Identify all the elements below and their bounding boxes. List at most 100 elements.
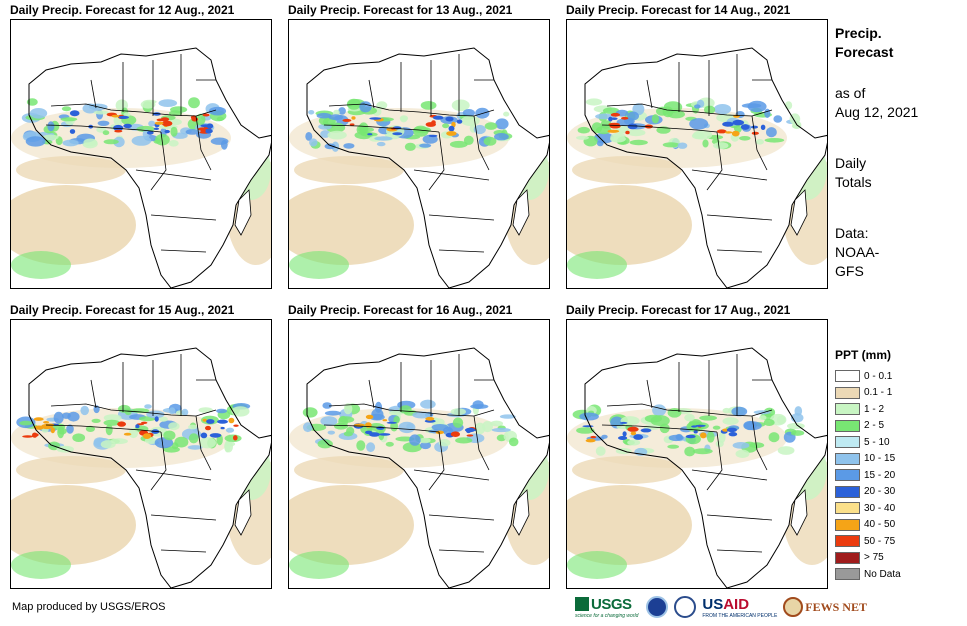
land-area bbox=[307, 348, 549, 588]
rain-cell bbox=[168, 140, 179, 147]
heavy-rain-cell bbox=[630, 431, 637, 436]
country-border bbox=[751, 415, 768, 471]
rain-cell bbox=[766, 127, 777, 138]
rain-cell bbox=[452, 417, 464, 428]
legend-item: 30 - 40 bbox=[835, 500, 960, 517]
heavy-rain-cell bbox=[611, 117, 618, 120]
heavy-rain-cell bbox=[619, 421, 628, 424]
forecast-panel: Daily Precip. Forecast for 16 Aug., 2021 bbox=[288, 303, 550, 589]
heavy-rain-cell bbox=[205, 425, 211, 431]
heavy-rain-cell bbox=[446, 131, 457, 136]
heavy-rain-cell bbox=[233, 424, 239, 427]
heavy-rain-cell bbox=[379, 433, 391, 436]
rain-cell bbox=[694, 104, 701, 109]
rain-cell bbox=[366, 442, 376, 453]
partner-logos: USGS science for a changing world USAID … bbox=[575, 594, 867, 620]
rain-cell bbox=[356, 440, 366, 451]
heavy-rain-cell bbox=[69, 129, 76, 134]
heavy-rain-cell bbox=[367, 133, 373, 136]
rain-cell bbox=[198, 407, 213, 413]
precip-map bbox=[10, 19, 272, 289]
rain-cell bbox=[652, 404, 667, 417]
rain-cell bbox=[60, 117, 78, 122]
rain-cell bbox=[220, 139, 228, 150]
rain-cell bbox=[629, 139, 648, 146]
heavy-rain-cell bbox=[142, 433, 152, 439]
ocean-rain-area bbox=[289, 251, 349, 279]
rain-cell bbox=[412, 411, 432, 419]
legend-item: 15 - 20 bbox=[835, 467, 960, 484]
rain-cell bbox=[684, 413, 695, 422]
rain-cell bbox=[72, 433, 86, 442]
heavy-rain-cell bbox=[202, 418, 207, 422]
heavy-rain-cell bbox=[728, 432, 738, 437]
rain-cell bbox=[83, 138, 98, 147]
rain-cell bbox=[324, 143, 336, 150]
heavy-rain-cell bbox=[716, 129, 727, 134]
country-border bbox=[691, 169, 768, 181]
heavy-rain-cell bbox=[590, 435, 597, 439]
heavy-rain-cell bbox=[220, 426, 225, 430]
rain-cell bbox=[576, 427, 595, 434]
heavy-rain-cell bbox=[342, 118, 352, 122]
country-border bbox=[601, 424, 718, 433]
heavy-rain-cell bbox=[111, 114, 120, 118]
heavy-rain-cell bbox=[114, 129, 123, 133]
legend-label: 5 - 10 bbox=[864, 436, 890, 448]
rain-cell bbox=[305, 132, 313, 141]
legend-label: 10 - 15 bbox=[864, 453, 896, 465]
heavy-rain-cell bbox=[200, 129, 206, 133]
rain-cell bbox=[463, 135, 474, 145]
rain-cell bbox=[409, 434, 421, 446]
rain-cell bbox=[105, 424, 113, 436]
ocean-rain-area bbox=[567, 551, 627, 579]
madagascar-outline bbox=[512, 189, 530, 236]
rain-cell bbox=[393, 416, 400, 424]
rain-cell bbox=[53, 411, 64, 424]
country-border bbox=[90, 79, 97, 109]
heavy-rain-cell bbox=[685, 434, 696, 439]
rain-cell bbox=[140, 100, 156, 109]
rain-cell bbox=[188, 97, 200, 109]
rain-cell bbox=[790, 430, 805, 436]
noaa-logo-icon bbox=[646, 596, 669, 618]
rain-cell bbox=[764, 138, 785, 143]
map-credit: Map produced by USGS/EROS bbox=[12, 601, 166, 613]
ocean-light-rain-area bbox=[289, 485, 414, 565]
ocean-rain-area bbox=[11, 551, 71, 579]
rain-cell bbox=[62, 412, 71, 419]
ocean-light-rain-area bbox=[11, 185, 136, 265]
country-border bbox=[716, 249, 763, 253]
country-border bbox=[438, 549, 485, 553]
data-source-name: GFS bbox=[835, 263, 864, 279]
rain-cell bbox=[472, 400, 484, 410]
legend-swatch bbox=[835, 403, 860, 416]
usgs-tagline: science for a changing world bbox=[575, 612, 639, 619]
rain-cell bbox=[419, 143, 432, 148]
heavy-rain-cell bbox=[700, 432, 707, 439]
rain-cell bbox=[474, 422, 486, 435]
country-border bbox=[45, 124, 162, 133]
ocean-rain-area bbox=[567, 251, 627, 279]
heavy-rain-cell bbox=[435, 430, 444, 435]
rain-cell bbox=[317, 439, 333, 449]
country-border bbox=[150, 514, 217, 521]
heavy-rain-cell bbox=[627, 426, 639, 432]
rain-cell bbox=[442, 123, 450, 129]
heavy-rain-cell bbox=[431, 120, 436, 125]
rain-cell bbox=[333, 109, 340, 116]
totals-label: Totals bbox=[835, 174, 872, 190]
heavy-rain-cell bbox=[640, 428, 652, 433]
heavy-rain-cell bbox=[117, 421, 126, 427]
legend-label: 40 - 50 bbox=[864, 519, 896, 531]
heavy-rain-cell bbox=[432, 115, 444, 120]
heavy-rain-cell bbox=[113, 124, 124, 131]
country-border bbox=[368, 379, 375, 409]
rain-cell bbox=[773, 115, 783, 123]
rain-cell bbox=[691, 132, 705, 140]
country-border bbox=[751, 115, 768, 171]
precip-map bbox=[566, 19, 828, 289]
heavy-rain-cell bbox=[153, 127, 160, 130]
legend-label: 0 - 0.1 bbox=[864, 370, 893, 382]
country-border bbox=[716, 549, 763, 553]
